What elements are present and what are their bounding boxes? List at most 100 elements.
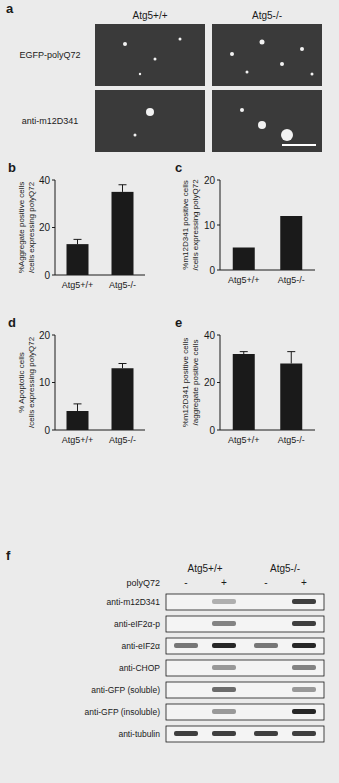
tick-label: 40: [204, 330, 216, 341]
band: [212, 731, 236, 736]
tick-label: 20: [204, 175, 216, 186]
band: [292, 643, 316, 648]
blot-strip: [166, 594, 324, 610]
axis-title: /aggregate positive cells: [191, 340, 200, 426]
bar: [67, 411, 89, 430]
band: [254, 621, 278, 626]
band: [174, 687, 198, 692]
error-bar: [240, 352, 248, 354]
micrograph: [212, 24, 322, 86]
lane-sign: -: [184, 577, 187, 588]
bar: [112, 368, 134, 430]
tick: [52, 335, 55, 336]
bar-chart: c%m12D341 positive cells/cells expressin…: [175, 160, 315, 285]
error-stem: [122, 185, 123, 192]
error-bar: [119, 364, 127, 369]
blot-label: anti-GFP (soluble): [91, 685, 160, 695]
lane-sign: +: [301, 577, 307, 588]
tick: [52, 227, 55, 228]
plot-area: [67, 364, 134, 431]
band: [212, 709, 236, 714]
error-cap: [119, 184, 127, 185]
tick: [217, 335, 220, 336]
bar: [233, 354, 255, 430]
band: [254, 665, 278, 670]
band: [174, 621, 198, 626]
column-header: Atg5+/+: [132, 10, 167, 21]
axis-title: /cells expressing polyQ72: [27, 181, 36, 273]
column-header: Atg5-/-: [252, 10, 282, 21]
axis-title: %Aggregate positive cells: [17, 182, 26, 274]
blot-strip: [166, 638, 324, 654]
category-label: Atg5+/+: [228, 275, 260, 285]
error-cap: [240, 351, 248, 352]
error-stem: [77, 239, 78, 244]
blot-label: anti-tubulin: [118, 729, 160, 739]
error-bar: [119, 185, 127, 192]
tick: [217, 225, 220, 226]
band: [254, 709, 278, 714]
tick-label: 10: [39, 377, 51, 388]
fluorescent-spot: [123, 42, 127, 46]
error-cap: [119, 363, 127, 364]
bar-chart: b%Aggregate positive cells/cells express…: [8, 160, 145, 290]
tick: [52, 275, 55, 276]
scale-bar: [282, 144, 316, 146]
fluorescent-spot: [280, 62, 284, 66]
band: [292, 731, 316, 736]
band: [292, 621, 316, 626]
band: [212, 599, 236, 604]
bar: [112, 192, 134, 275]
tick: [52, 430, 55, 431]
error-bar: [74, 404, 82, 411]
fluorescent-spot: [260, 40, 265, 45]
band: [174, 599, 198, 604]
row-label: EGFP-polyQ72: [19, 50, 80, 60]
blot-strip: [166, 616, 324, 632]
fluorescent-spot: [258, 121, 266, 129]
axis-title: % Apoptotic cells: [17, 352, 26, 412]
fluorescent-spot: [240, 108, 244, 112]
fluorescent-spot: [134, 134, 137, 137]
band: [292, 665, 316, 670]
category-label: Atg5+/+: [62, 435, 94, 445]
lane-label: polyQ72: [126, 578, 160, 588]
bar: [280, 364, 302, 431]
band: [174, 643, 198, 648]
band: [212, 621, 236, 626]
category-label: Atg5+/+: [228, 435, 260, 445]
micrograph: [95, 24, 205, 86]
error-cap: [74, 239, 82, 240]
fluorescent-spot: [179, 38, 182, 41]
error-cap: [287, 351, 295, 352]
micrograph: [212, 90, 322, 152]
tick: [217, 270, 220, 271]
fluorescent-spot: [146, 108, 154, 116]
band: [212, 687, 236, 692]
tick: [217, 180, 220, 181]
bar-chart: e%m12D341 positive cells/aggregate posit…: [175, 315, 315, 445]
tick-label: 10: [204, 220, 216, 231]
bar-chart: d% Apoptotic cells/cells expressing poly…: [8, 315, 145, 445]
plot-area: [233, 216, 303, 270]
error-cap: [74, 403, 82, 404]
group-header: Atg5+/+: [187, 563, 222, 574]
blot-label: anti-m12D341: [107, 597, 161, 607]
plot-area: [67, 185, 134, 275]
band: [254, 599, 278, 604]
panel-label: f: [6, 548, 11, 563]
category-label: Atg5-/-: [278, 435, 305, 445]
bar: [233, 248, 255, 271]
error-stem: [122, 364, 123, 369]
blot-strip: [166, 660, 324, 676]
tick: [52, 180, 55, 181]
blot-label: anti-eIF2α: [122, 641, 161, 651]
tick-label: 0: [44, 270, 50, 281]
fluorescent-spot: [281, 129, 293, 141]
band: [292, 599, 316, 604]
row-label: anti-m12D341: [22, 116, 79, 126]
blot-strip: [166, 726, 324, 742]
lane-sign: +: [221, 577, 227, 588]
blot-strip: [166, 682, 324, 698]
tick-label: 0: [209, 425, 215, 436]
